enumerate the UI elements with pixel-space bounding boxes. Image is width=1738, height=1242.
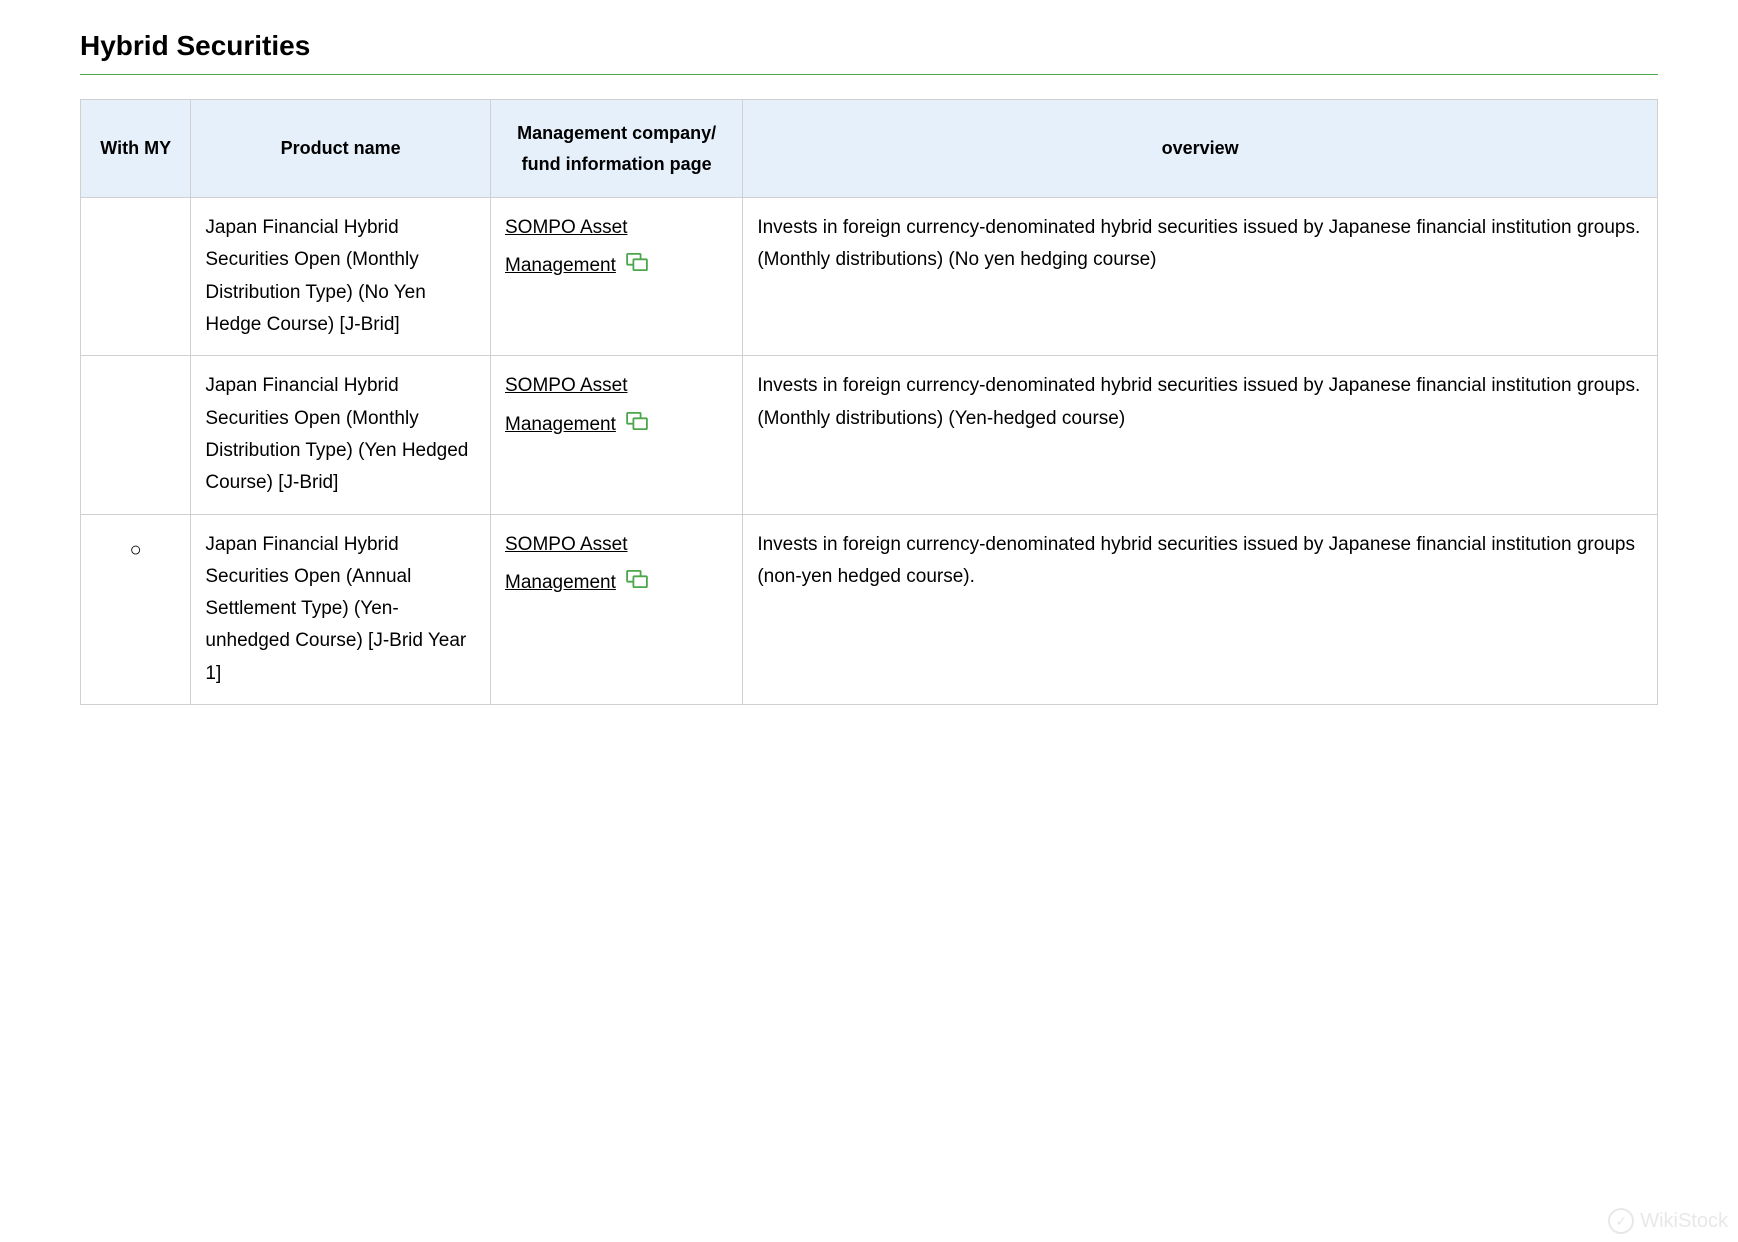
col-header-withmy: With MY bbox=[81, 100, 191, 198]
management-link[interactable]: SOMPO Asset Management bbox=[505, 217, 627, 276]
watermark-icon: ✓ bbox=[1608, 1208, 1634, 1234]
withmy-cell bbox=[81, 356, 191, 514]
overview-cell: Invests in foreign currency-denominated … bbox=[743, 514, 1658, 704]
col-header-overview: overview bbox=[743, 100, 1658, 198]
external-link-icon[interactable] bbox=[626, 409, 648, 441]
management-link[interactable]: SOMPO Asset Management bbox=[505, 534, 627, 593]
product-name-cell: Japan Financial Hybrid Securities Open (… bbox=[191, 198, 491, 356]
external-link-icon[interactable] bbox=[626, 250, 648, 282]
overview-cell: Invests in foreign currency-denominated … bbox=[743, 356, 1658, 514]
management-cell: SOMPO Asset Management bbox=[491, 198, 743, 356]
watermark: ✓ WikiStock bbox=[1608, 1208, 1728, 1234]
withmy-cell bbox=[81, 198, 191, 356]
table-header-row: With MY Product name Management company/… bbox=[81, 100, 1658, 198]
watermark-text: WikiStock bbox=[1640, 1210, 1728, 1233]
table-row: Japan Financial Hybrid Securities Open (… bbox=[81, 198, 1658, 356]
page-title: Hybrid Securities bbox=[80, 30, 1658, 75]
external-link-icon[interactable] bbox=[626, 567, 648, 599]
management-cell: SOMPO Asset Management bbox=[491, 356, 743, 514]
product-name-cell: Japan Financial Hybrid Securities Open (… bbox=[191, 356, 491, 514]
overview-cell: Invests in foreign currency-denominated … bbox=[743, 198, 1658, 356]
withmy-cell: ○ bbox=[81, 514, 191, 704]
col-header-product: Product name bbox=[191, 100, 491, 198]
col-header-management: Management company/ fund information pag… bbox=[491, 100, 743, 198]
management-link[interactable]: SOMPO Asset Management bbox=[505, 375, 627, 434]
management-cell: SOMPO Asset Management bbox=[491, 514, 743, 704]
table-row: Japan Financial Hybrid Securities Open (… bbox=[81, 356, 1658, 514]
securities-table: With MY Product name Management company/… bbox=[80, 99, 1658, 705]
product-name-cell: Japan Financial Hybrid Securities Open (… bbox=[191, 514, 491, 704]
table-row: ○Japan Financial Hybrid Securities Open … bbox=[81, 514, 1658, 704]
